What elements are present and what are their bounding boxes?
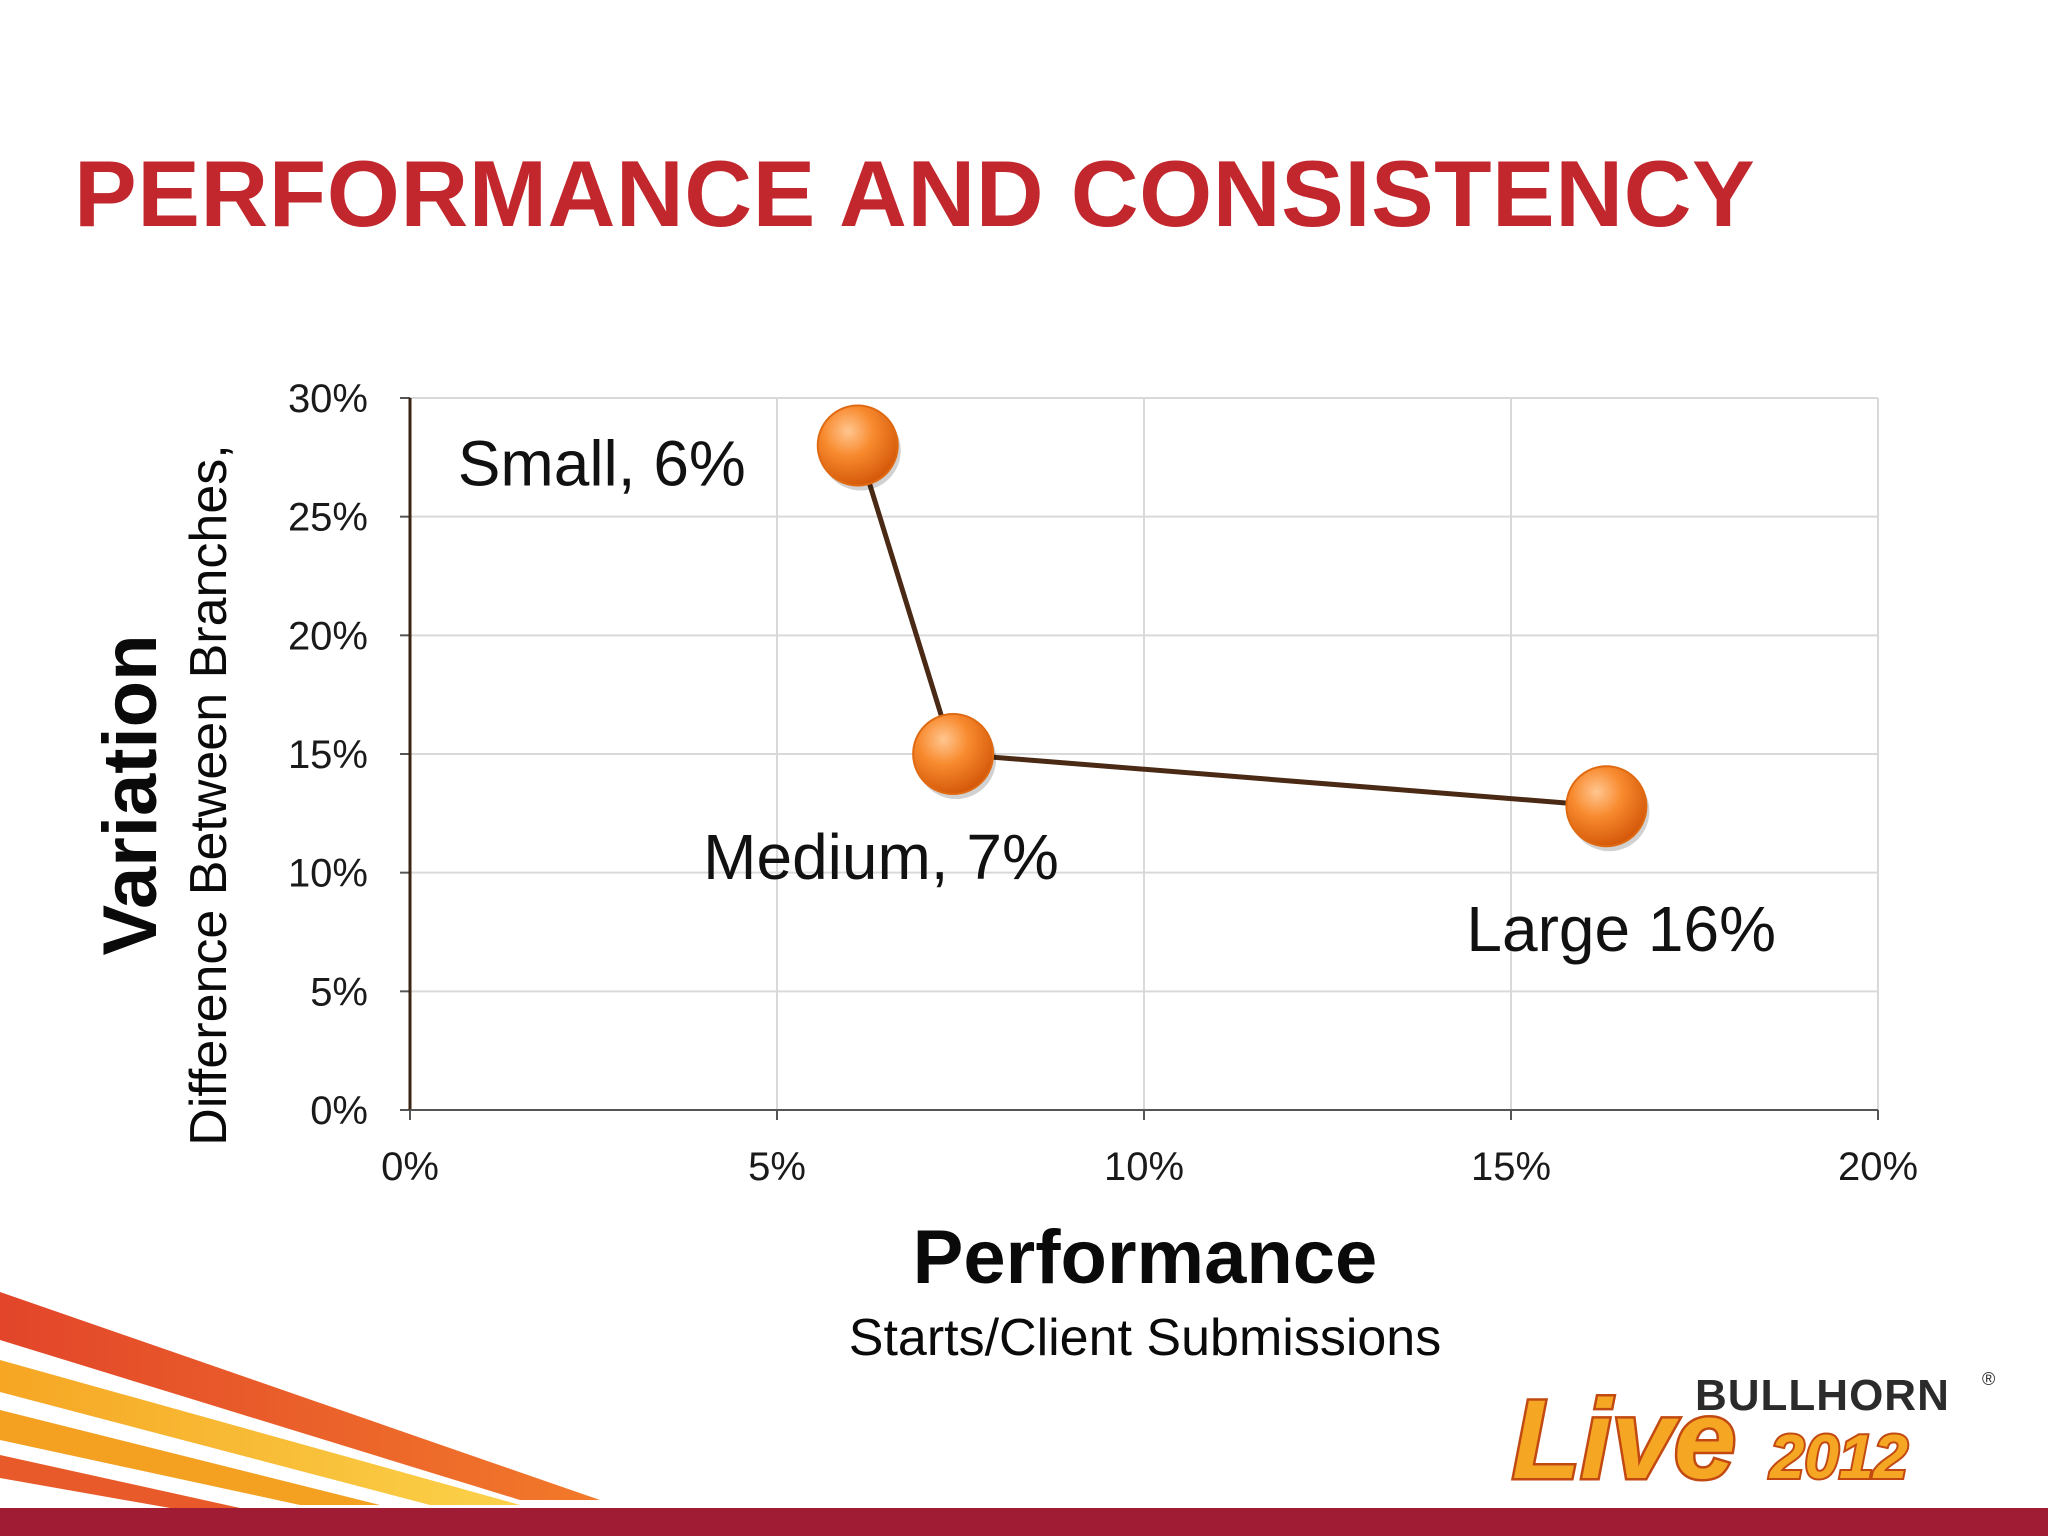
logo-event: Live bbox=[1512, 1377, 1736, 1502]
axes bbox=[400, 397, 1879, 1120]
data-points bbox=[816, 404, 1650, 852]
y-tick-label: 0% bbox=[310, 1089, 368, 1133]
point-labels: Small, 6% Medium, 7% Large 16% bbox=[458, 427, 1776, 965]
slide-title: PERFORMANCE AND CONSISTENCY bbox=[74, 141, 1756, 246]
bullhorn-live-2012-logo: BULLHORN ® Live 2012 bbox=[1510, 1369, 1996, 1505]
y-axis-subtitle: Difference Between Branches, bbox=[180, 444, 238, 1145]
x-axis-title: Performance bbox=[913, 1215, 1378, 1300]
y-tick-label: 30% bbox=[288, 377, 368, 421]
x-tick-label: 20% bbox=[1838, 1145, 1918, 1189]
data-point-label: Medium, 7% bbox=[703, 821, 1059, 893]
data-point-label: Large 16% bbox=[1466, 893, 1776, 965]
x-tick-label: 5% bbox=[748, 1145, 806, 1189]
x-tick-label: 10% bbox=[1104, 1145, 1184, 1189]
x-tick-labels: 0% 5% 10% 15% 20% bbox=[381, 1145, 1918, 1189]
gridlines bbox=[410, 397, 1879, 1110]
y-tick-label: 5% bbox=[310, 970, 368, 1014]
data-point bbox=[912, 713, 995, 795]
logo-registered: ® bbox=[1982, 1369, 1995, 1389]
footer-decoration bbox=[0, 1292, 2048, 1536]
logo-brand: BULLHORN bbox=[1695, 1371, 1950, 1420]
x-tick-label: 0% bbox=[381, 1145, 439, 1189]
y-axis-title: Variation bbox=[88, 635, 173, 956]
y-tick-label: 20% bbox=[288, 614, 368, 658]
data-point bbox=[1565, 765, 1648, 848]
y-tick-labels: 0% 5% 10% 15% 20% 25% 30% bbox=[288, 377, 368, 1133]
data-point bbox=[816, 404, 899, 487]
footer-bar bbox=[0, 1508, 2048, 1536]
data-point-label: Small, 6% bbox=[458, 427, 746, 499]
logo-year: 2012 bbox=[1769, 1423, 1908, 1492]
y-tick-label: 15% bbox=[288, 733, 368, 777]
x-axis-subtitle: Starts/Client Submissions bbox=[849, 1309, 1441, 1367]
y-tick-label: 10% bbox=[288, 852, 368, 896]
y-tick-label: 25% bbox=[288, 496, 368, 540]
x-tick-label: 15% bbox=[1471, 1145, 1551, 1189]
